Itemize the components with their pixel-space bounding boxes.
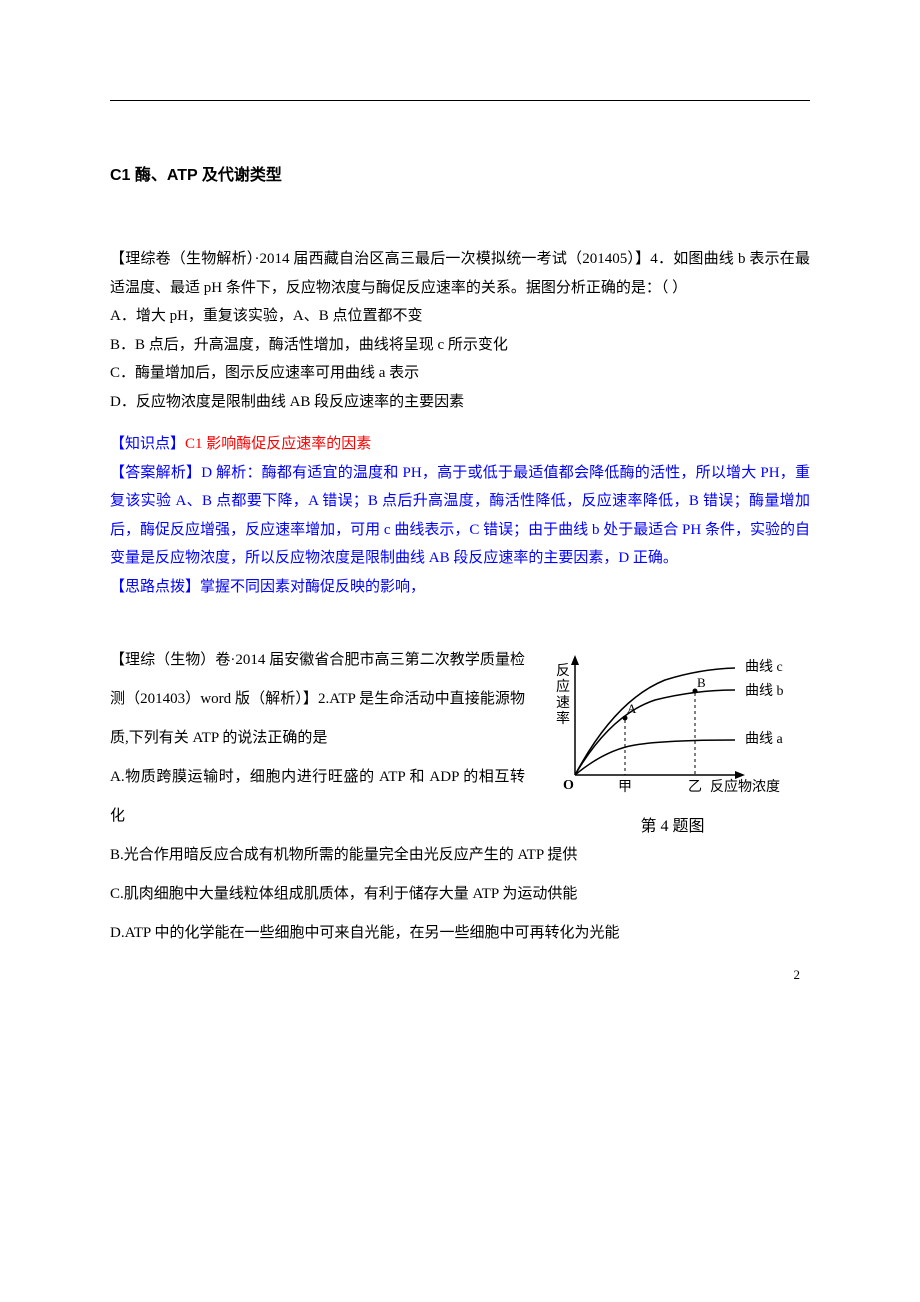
top-rule xyxy=(110,100,810,101)
kp-text: C1 影响酶促反应速率的因素 xyxy=(185,436,371,452)
ylabel-3: 速 xyxy=(556,695,570,711)
ylabel-1: 反 xyxy=(556,663,570,679)
q1-tip: 【思路点拨】掌握不同因素对酶促反映的影响， xyxy=(110,573,810,602)
curve-b-label: 曲线 b xyxy=(745,683,784,699)
q2-block: 反 应 速 率 O A B 甲 xyxy=(110,641,810,953)
q1-answer-analysis: 【答案解析】D 解析：酶都有适宜的温度和 PH，高于或低于最适值都会降低酶的活性… xyxy=(110,459,810,573)
q1-knowledge-point: 【知识点】C1 影响酶促反应速率的因素 xyxy=(110,430,810,459)
section-title: C1 酶、ATP 及代谢类型 xyxy=(110,161,810,185)
q1-option-d: D．反应物浓度是限制曲线 AB 段反应速率的主要因素 xyxy=(110,388,810,417)
ans-text: D 解析：酶都有适宜的温度和 PH，高于或低于最适值都会降低酶的活性，所以增大 … xyxy=(110,465,810,567)
curve-a-label: 曲线 a xyxy=(745,731,783,747)
tip-text: 掌握不同因素对酶促反映的影响， xyxy=(200,579,425,595)
ylabel-2: 应 xyxy=(556,678,570,695)
xlabel: 反应物浓度 xyxy=(710,778,780,795)
point-a-label: A xyxy=(627,701,637,716)
q2-option-b: B.光合作用暗反应合成有机物所需的能量完全由光反应产生的 ATP 提供 xyxy=(110,836,810,875)
tip-label: 【思路点拨】 xyxy=(110,579,200,595)
figure-caption: 第 4 题图 xyxy=(535,812,810,836)
tick-yi: 乙 xyxy=(688,779,702,795)
kp-label: 【知识点】 xyxy=(110,436,185,452)
point-b-label: B xyxy=(697,675,706,690)
curve-c-label: 曲线 c xyxy=(745,659,783,675)
tick-jia: 甲 xyxy=(618,780,632,795)
page-number: 2 xyxy=(794,967,801,983)
q1-option-b: B．B 点后，升高温度，酶活性增加，曲线将呈现 c 所示变化 xyxy=(110,331,810,360)
figure-q4: 反 应 速 率 O A B 甲 xyxy=(535,645,810,836)
q1-option-a: A．增大 pH，重复该实验，A、B 点位置都不变 xyxy=(110,302,810,331)
chart-svg: 反 应 速 率 O A B 甲 xyxy=(535,645,810,805)
origin-label: O xyxy=(563,778,574,793)
ans-label: 【答案解析】 xyxy=(110,465,201,481)
q1-stem: 【理综卷（生物解析）·2014 届西藏自治区高三最后一次模拟统一考试（20140… xyxy=(110,245,810,302)
ylabel-4: 率 xyxy=(556,710,570,727)
q2-option-d: D.ATP 中的化学能在一些细胞中可来自光能，在另一些细胞中可再转化为光能 xyxy=(110,914,810,953)
q2-option-c: C.肌肉细胞中大量线粒体组成肌质体，有利于储存大量 ATP 为运动供能 xyxy=(110,875,810,914)
q1-option-c: C．酶量增加后，图示反应速率可用曲线 a 表示 xyxy=(110,359,810,388)
